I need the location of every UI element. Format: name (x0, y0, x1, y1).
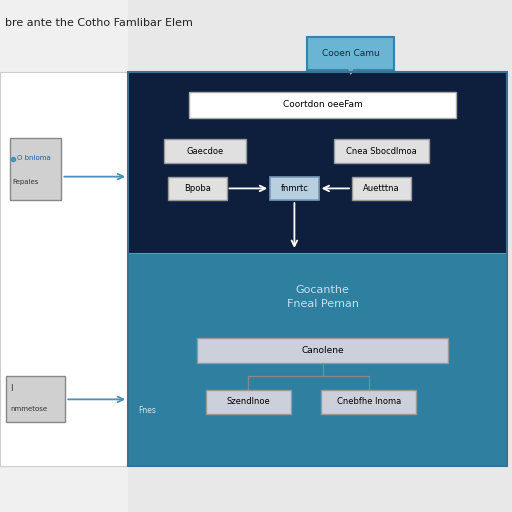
FancyBboxPatch shape (307, 37, 394, 70)
Text: nmmetose: nmmetose (11, 406, 48, 412)
FancyBboxPatch shape (10, 138, 61, 200)
Text: Coortdon oeeFam: Coortdon oeeFam (283, 100, 362, 110)
Text: Canolene: Canolene (301, 346, 344, 355)
Text: Bpoba: Bpoba (184, 184, 210, 193)
FancyBboxPatch shape (352, 177, 411, 200)
Text: I: I (11, 383, 13, 393)
FancyBboxPatch shape (7, 376, 66, 422)
Text: Szendlnoe: Szendlnoe (226, 397, 270, 407)
Bar (128, 253, 507, 466)
FancyBboxPatch shape (164, 139, 246, 163)
Text: Gocanthe
Fneal Peman: Gocanthe Fneal Peman (287, 285, 358, 309)
Text: Gaecdoe: Gaecdoe (186, 146, 223, 156)
FancyBboxPatch shape (334, 139, 429, 163)
Text: Fepales: Fepales (13, 179, 39, 185)
Text: Fnes: Fnes (138, 406, 156, 415)
Text: Cnea Sbocdlmoa: Cnea Sbocdlmoa (346, 146, 417, 156)
FancyBboxPatch shape (189, 92, 456, 118)
Text: fnmrtc: fnmrtc (281, 184, 308, 193)
FancyBboxPatch shape (206, 390, 291, 414)
Bar (128, 72, 507, 253)
Text: Auetttna: Auetttna (363, 184, 400, 193)
Text: Cooen Camu: Cooen Camu (322, 49, 379, 58)
FancyBboxPatch shape (197, 338, 448, 363)
FancyBboxPatch shape (270, 177, 318, 200)
FancyBboxPatch shape (168, 177, 226, 200)
Text: bre ante the Cotho Famlibar Elem: bre ante the Cotho Famlibar Elem (5, 18, 193, 28)
FancyBboxPatch shape (322, 390, 416, 414)
Bar (0, 72, 128, 466)
Text: O bnloma: O bnloma (17, 155, 51, 161)
Bar (128, 72, 507, 466)
Bar (0, 0, 128, 512)
Text: Cnebfhe lnoma: Cnebfhe lnoma (336, 397, 401, 407)
